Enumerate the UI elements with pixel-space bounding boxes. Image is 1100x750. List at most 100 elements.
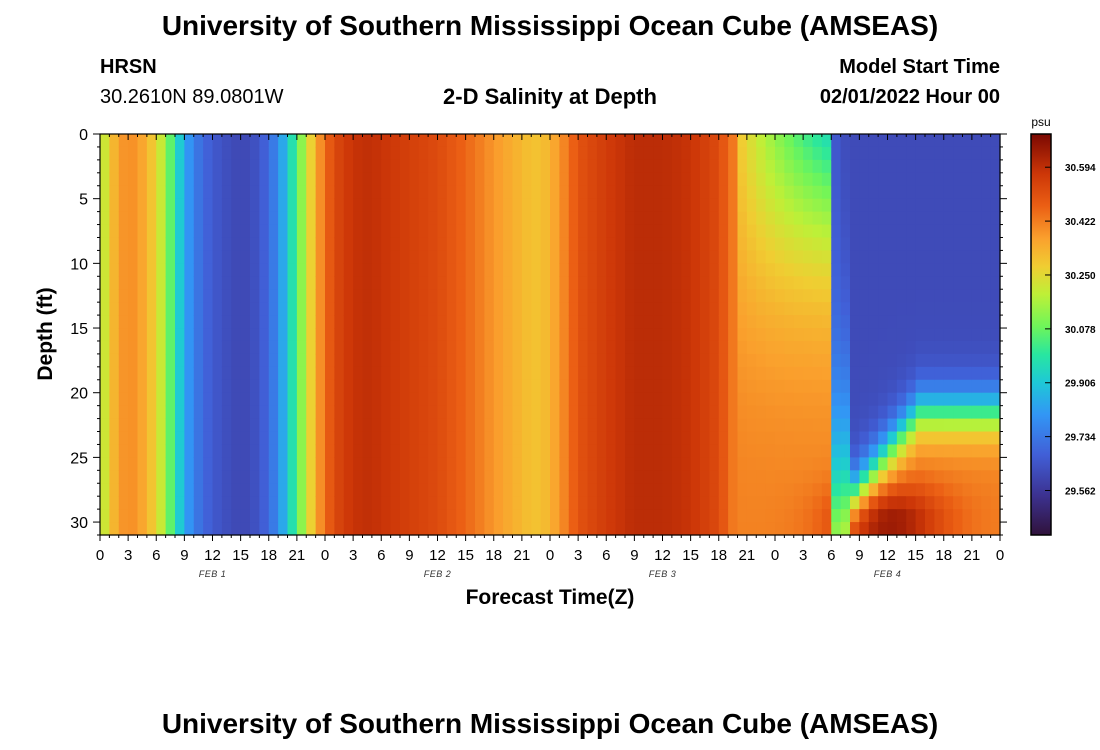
- heatmap-cell: [250, 237, 260, 252]
- heatmap-cell: [315, 340, 326, 355]
- heatmap-cell: [371, 185, 382, 200]
- heatmap-cell: [784, 159, 795, 174]
- heatmap-cell: [671, 340, 682, 355]
- heatmap-cell: [625, 134, 635, 148]
- heatmap-cell: [859, 340, 870, 355]
- heatmap-cell: [831, 289, 842, 303]
- heatmap-cell: [803, 379, 814, 394]
- heatmap-cell: [203, 496, 214, 510]
- heatmap-cell: [212, 172, 223, 187]
- heatmap-cell: [409, 185, 420, 200]
- heatmap-cell: [981, 444, 992, 458]
- heatmap-cell: [934, 328, 945, 342]
- heatmap-cell: [521, 276, 532, 290]
- heatmap-cell: [962, 522, 973, 536]
- heatmap-cell: [728, 340, 739, 355]
- x-tick-label: 9: [630, 547, 638, 564]
- heatmap-cell: [212, 211, 223, 226]
- heatmap-cell: [231, 146, 242, 161]
- heatmap-cell: [775, 250, 785, 264]
- heatmap-cell: [100, 366, 110, 381]
- heatmap-cell: [521, 198, 532, 213]
- heatmap-cell: [765, 457, 776, 471]
- heatmap-cell: [409, 340, 420, 355]
- heatmap-cell: [175, 457, 185, 471]
- heatmap-cell: [793, 237, 804, 252]
- heatmap-cell: [821, 263, 832, 277]
- heatmap-cell: [175, 483, 185, 497]
- heatmap-cell: [634, 379, 645, 394]
- heatmap-cell: [625, 483, 635, 497]
- heatmap-cell: [381, 328, 392, 342]
- heatmap-cell: [859, 185, 870, 200]
- heatmap-cell: [803, 159, 814, 174]
- heatmap-cell: [484, 431, 495, 446]
- heatmap-cell: [746, 224, 757, 239]
- heatmap-cell: [690, 522, 701, 536]
- heatmap-cell: [100, 315, 110, 329]
- heatmap-cell: [550, 405, 560, 420]
- heatmap-cell: [315, 198, 326, 213]
- heatmap-cell: [259, 392, 270, 407]
- heatmap-cell: [578, 353, 589, 368]
- heatmap-cell: [831, 172, 842, 187]
- heatmap-cell: [962, 289, 973, 303]
- heatmap-cell: [634, 134, 645, 148]
- heatmap-cell: [259, 340, 270, 355]
- heatmap-cell: [812, 392, 823, 407]
- heatmap-cell: [268, 418, 279, 433]
- heatmap-cell: [643, 366, 654, 381]
- heatmap-cell: [409, 483, 420, 497]
- heatmap-cell: [446, 328, 457, 342]
- heatmap-cell: [915, 185, 926, 200]
- heatmap-cell: [193, 522, 204, 536]
- heatmap-cell: [109, 457, 120, 471]
- heatmap-cell: [812, 522, 823, 536]
- heatmap-cell: [353, 509, 364, 523]
- heatmap-cell: [878, 457, 889, 471]
- heatmap-cell: [578, 405, 589, 420]
- heatmap-cell: [971, 522, 982, 536]
- heatmap-cell: [643, 159, 654, 174]
- heatmap-cell: [512, 134, 523, 148]
- heatmap-cell: [943, 509, 954, 523]
- heatmap-cell: [400, 172, 410, 187]
- heatmap-cell: [287, 457, 298, 471]
- heatmap-cell: [175, 470, 185, 484]
- heatmap-cell: [606, 366, 617, 381]
- heatmap-cell: [428, 457, 439, 471]
- heatmap-cell: [615, 457, 626, 471]
- heatmap-cell: [390, 237, 401, 252]
- heatmap-cell: [831, 263, 842, 277]
- heatmap-cell: [250, 483, 260, 497]
- station-name: HRSN: [100, 56, 157, 78]
- heatmap-cell: [775, 444, 785, 458]
- heatmap-cell: [756, 198, 767, 213]
- heatmap-cell: [371, 444, 382, 458]
- heatmap-cell: [803, 483, 814, 497]
- heatmap-cell: [840, 185, 851, 200]
- heatmap-cell: [578, 457, 589, 471]
- heatmap-cell: [428, 276, 439, 290]
- heatmap-cell: [371, 159, 382, 174]
- heatmap-cell: [765, 302, 776, 316]
- heatmap-cell: [690, 379, 701, 394]
- heatmap-cell: [559, 159, 570, 174]
- heatmap-cell: [784, 224, 795, 239]
- heatmap-cell: [465, 483, 476, 497]
- heatmap-cell: [596, 405, 607, 420]
- heatmap-cell: [146, 457, 157, 471]
- heatmap-cell: [503, 522, 514, 536]
- heatmap-cell: [653, 496, 664, 510]
- heatmap-cell: [343, 172, 354, 187]
- heatmap-cell: [896, 315, 907, 329]
- heatmap-cell: [437, 302, 448, 316]
- heatmap-cell: [746, 315, 757, 329]
- heatmap-cell: [990, 250, 1001, 264]
- x-tick-label: 15: [232, 547, 249, 564]
- heatmap-cell: [568, 418, 579, 433]
- heatmap-cell: [850, 250, 860, 264]
- heatmap-cell: [981, 289, 992, 303]
- heatmap-cell: [615, 328, 626, 342]
- heatmap-cell: [784, 418, 795, 433]
